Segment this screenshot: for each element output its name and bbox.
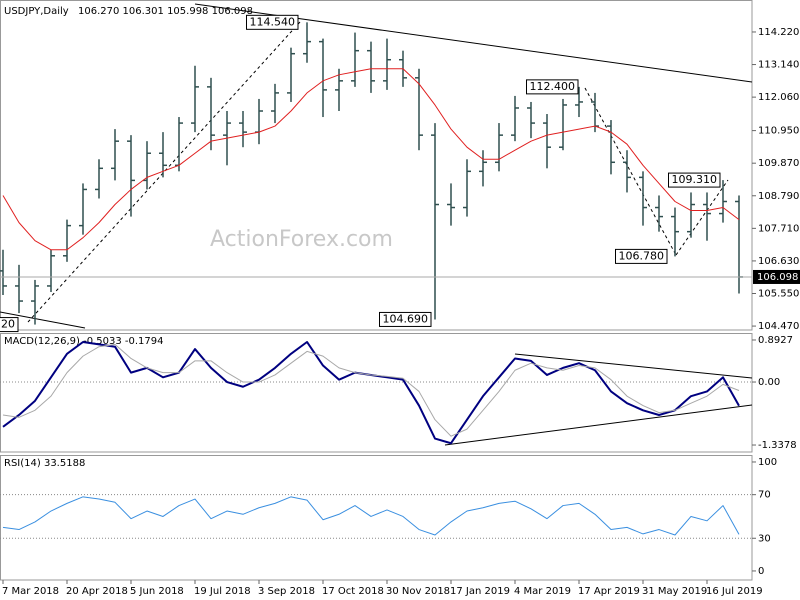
indicator-line xyxy=(2,340,740,445)
x-tick-label: 19 Jul 2018 xyxy=(194,586,251,597)
y-tick-label: 30 xyxy=(758,533,771,544)
wave-line xyxy=(675,179,729,256)
wave-line xyxy=(584,87,677,256)
rsi-panel xyxy=(0,455,753,581)
x-tick-label: 31 May 2019 xyxy=(642,586,707,597)
y-tick-label: 0.8927 xyxy=(758,335,793,346)
trendline xyxy=(0,311,86,329)
y-tick-label: 0.00 xyxy=(758,377,780,388)
y-tick-label: 113.140 xyxy=(758,60,799,71)
price-label-box xyxy=(379,311,432,327)
x-tick-label: 16 Jul 2019 xyxy=(706,586,763,597)
price-label: 109.310 xyxy=(672,173,718,186)
macd-trendlines xyxy=(444,353,752,446)
moving-average xyxy=(2,68,740,251)
x-tick-label: 3 Sep 2018 xyxy=(258,586,315,597)
y-tick-label: 108.790 xyxy=(758,191,799,202)
plot-area xyxy=(0,494,752,539)
x-tick-label: 20 Apr 2018 xyxy=(66,586,128,597)
y-tick-label: 112.060 xyxy=(758,92,799,103)
trendline xyxy=(514,353,752,379)
price-title: USDJPY,Daily xyxy=(4,6,69,17)
indicator-line xyxy=(2,496,740,536)
price-label-box xyxy=(0,317,19,333)
y-tick-label: 100 xyxy=(758,457,777,468)
price-label-box xyxy=(246,14,299,30)
x-tick-label: 4 Mar 2019 xyxy=(514,586,571,597)
y-tick-label: 105.550 xyxy=(758,289,799,300)
y-tick-label: 0 xyxy=(758,566,764,577)
price-subtitle: 106.270 106.301 105.998 106.098 xyxy=(78,6,253,17)
x-tick-label: 30 Nov 2018 xyxy=(386,586,450,597)
y-tick-label: 114.220 xyxy=(758,27,799,38)
plot-area xyxy=(0,22,752,325)
price-trendlines xyxy=(0,3,752,329)
plot-area xyxy=(0,340,752,445)
wave-line xyxy=(27,21,301,323)
price-label: 114.540 xyxy=(250,15,296,28)
x-tick-label: 7 Mar 2018 xyxy=(2,586,59,597)
x-tick-label: 17 Oct 2018 xyxy=(322,586,384,597)
price-panel xyxy=(0,0,753,331)
y-tick-label: 104.470 xyxy=(758,321,799,332)
y-tick-label: 109.870 xyxy=(758,158,799,169)
price-label: 106.780 xyxy=(619,249,665,262)
y-tick-label: 107.710 xyxy=(758,223,799,234)
indicator-line xyxy=(2,343,740,437)
y-tick-label: -1.3378 xyxy=(758,440,797,451)
y-tick-label: 106.630 xyxy=(758,256,799,267)
price-label: 520 xyxy=(0,318,15,331)
x-tick-label: 5 Jun 2018 xyxy=(130,586,184,597)
price-label-box xyxy=(526,79,579,95)
price-label: 112.400 xyxy=(530,80,576,93)
macd-panel xyxy=(0,333,753,453)
y-tick-label: 70 xyxy=(758,490,771,501)
watermark: ActionForex.com xyxy=(210,227,393,252)
trendline xyxy=(444,404,752,446)
price-label-box xyxy=(668,172,721,188)
last-price-label: 106.098 xyxy=(757,272,798,283)
x-tick-label: 17 Jan 2019 xyxy=(450,586,510,597)
y-tick-label: 110.950 xyxy=(758,126,799,137)
last-price-box xyxy=(753,269,800,284)
x-tick-label: 17 Apr 2019 xyxy=(578,586,640,597)
price-label-box xyxy=(615,248,668,264)
price-label: 104.690 xyxy=(383,312,429,325)
rsi-title: RSI(14) 33.5188 xyxy=(4,458,85,469)
